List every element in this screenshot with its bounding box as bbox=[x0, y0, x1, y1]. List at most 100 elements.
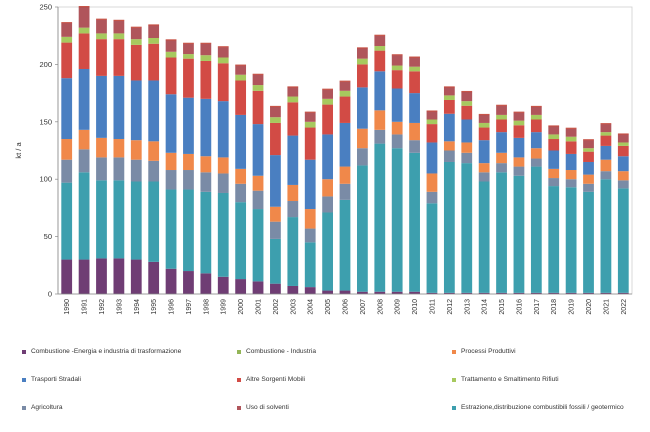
x-tick-label: 2013 bbox=[464, 299, 471, 315]
bar-segment bbox=[548, 139, 560, 151]
bar-segment bbox=[583, 148, 594, 152]
bar-top-cap bbox=[496, 104, 507, 106]
bar-segment bbox=[217, 157, 229, 174]
bar-segment bbox=[617, 292, 629, 294]
bar-top-cap bbox=[165, 39, 177, 41]
bar-segment bbox=[426, 191, 438, 204]
bar-segment bbox=[183, 170, 194, 190]
bar-segment bbox=[391, 291, 403, 294]
x-tick-label: 2007 bbox=[360, 299, 367, 315]
bar-segment bbox=[600, 171, 612, 180]
bar-top-cap bbox=[217, 46, 229, 48]
bar-segment bbox=[113, 180, 125, 259]
bar-segment bbox=[409, 57, 420, 67]
bar-segment bbox=[443, 113, 455, 142]
bar-top-cap bbox=[322, 88, 333, 90]
bar-top-cap bbox=[357, 47, 368, 49]
bar-segment bbox=[113, 75, 125, 140]
bar-top-cap bbox=[374, 34, 386, 36]
bar-segment bbox=[409, 71, 420, 94]
bar-segment bbox=[130, 44, 142, 81]
bar-segment bbox=[61, 259, 73, 294]
bar-segment bbox=[270, 117, 281, 123]
bar-segment bbox=[322, 104, 333, 135]
bar-segment bbox=[478, 163, 490, 173]
bar-segment bbox=[600, 145, 612, 160]
bar-segment bbox=[235, 114, 247, 169]
bar-segment bbox=[391, 88, 403, 122]
x-tick-label: 2001 bbox=[256, 299, 263, 315]
bar-segment bbox=[443, 161, 455, 293]
bar-segment bbox=[565, 292, 577, 294]
bar-segment bbox=[513, 125, 525, 138]
bar-segment bbox=[513, 137, 525, 158]
bar-top-cap bbox=[235, 64, 247, 66]
x-tick-label: 1992 bbox=[99, 299, 106, 315]
bar-segment bbox=[443, 141, 455, 151]
bar-segment bbox=[183, 97, 194, 154]
bar-segment bbox=[78, 7, 90, 28]
bar-top-cap bbox=[183, 42, 194, 44]
bar-segment bbox=[339, 81, 351, 91]
bar-segment bbox=[339, 122, 351, 167]
x-tick-label: 1996 bbox=[169, 299, 176, 315]
bar-segment bbox=[165, 94, 177, 153]
bar-segment bbox=[478, 292, 490, 294]
bar-segment bbox=[200, 55, 212, 61]
bar-segment bbox=[96, 180, 107, 259]
bar-segment bbox=[530, 132, 542, 149]
bar-segment bbox=[252, 281, 264, 294]
x-tick-label: 2012 bbox=[447, 299, 454, 315]
bar-segment bbox=[183, 153, 194, 171]
x-tick-label: 2019 bbox=[569, 299, 576, 315]
y-axis-title: kt / a bbox=[14, 142, 23, 159]
bar-segment bbox=[391, 65, 403, 71]
bar-segment bbox=[148, 141, 160, 161]
bar-segment bbox=[391, 134, 403, 149]
bar-top-cap bbox=[513, 111, 525, 113]
bar-segment bbox=[322, 89, 333, 99]
bar-top-cap bbox=[583, 139, 594, 141]
bar-top-cap bbox=[287, 86, 299, 88]
bar-segment bbox=[113, 39, 125, 76]
bar-segment bbox=[339, 183, 351, 200]
bar-segment bbox=[235, 168, 247, 184]
bar-segment bbox=[270, 206, 281, 222]
bar-segment bbox=[391, 148, 403, 292]
bar-segment bbox=[496, 119, 507, 133]
x-tick-label: 2022 bbox=[621, 299, 628, 315]
bar-segment bbox=[357, 291, 368, 294]
bar-segment bbox=[530, 119, 542, 133]
x-tick-label: 2005 bbox=[325, 299, 332, 315]
bar-segment bbox=[565, 136, 577, 142]
bar-segment bbox=[130, 259, 142, 294]
bar-segment bbox=[113, 157, 125, 181]
bar-segment bbox=[96, 33, 107, 40]
bar-segment bbox=[96, 157, 107, 181]
x-tick-label: 2010 bbox=[412, 299, 419, 315]
bar-segment bbox=[200, 60, 212, 99]
bar-segment bbox=[270, 155, 281, 207]
bar-segment bbox=[304, 287, 316, 294]
bar-segment bbox=[374, 71, 386, 111]
bar-segment bbox=[530, 148, 542, 159]
bar-segment bbox=[252, 74, 264, 86]
bar-top-cap bbox=[443, 86, 455, 88]
bar-segment bbox=[357, 87, 368, 129]
bar-segment bbox=[548, 150, 560, 169]
bar-segment bbox=[235, 74, 247, 81]
bar-segment bbox=[530, 114, 542, 120]
bar-segment bbox=[78, 149, 90, 173]
bar-segment bbox=[200, 43, 212, 56]
bar-segment bbox=[391, 121, 403, 135]
bar-segment bbox=[235, 65, 247, 75]
bar-segment bbox=[513, 120, 525, 126]
bar-segment bbox=[461, 119, 473, 143]
bar-segment bbox=[235, 202, 247, 280]
bar-segment bbox=[322, 196, 333, 213]
bar-top-cap bbox=[565, 127, 577, 129]
x-tick-label: 1995 bbox=[151, 299, 158, 315]
x-tick-label: 1999 bbox=[221, 299, 228, 315]
bar-segment bbox=[374, 291, 386, 294]
